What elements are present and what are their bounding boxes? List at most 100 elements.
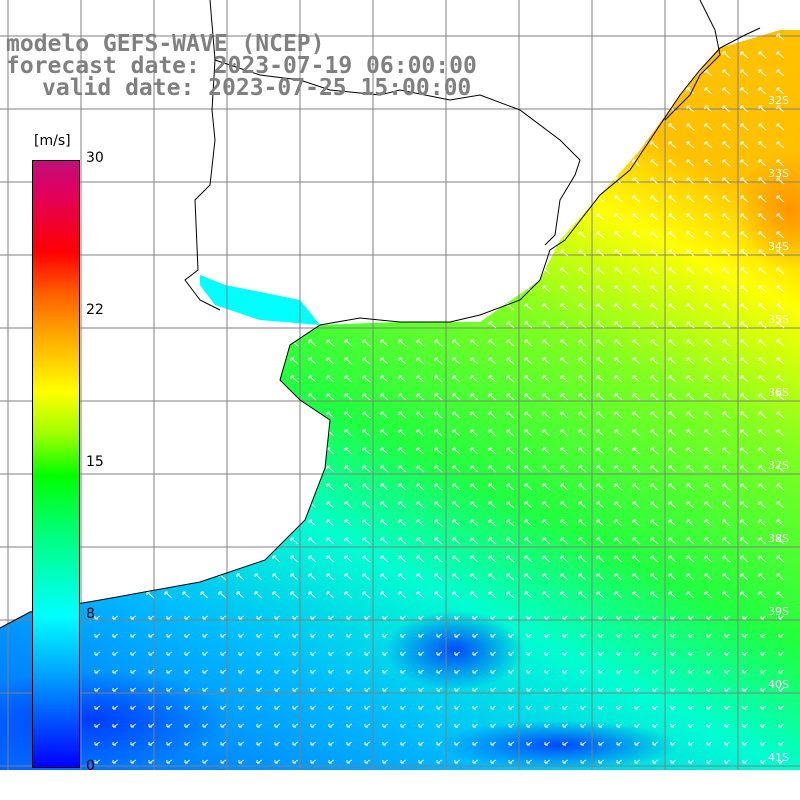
- wind-arrow: [238, 741, 245, 746]
- wind-arrow: [454, 723, 461, 728]
- wind-arrow: [166, 705, 173, 710]
- wind-arrow: [488, 447, 497, 455]
- wind-arrow: [344, 375, 353, 383]
- wind-arrow: [758, 195, 767, 203]
- wind-arrow: [668, 213, 677, 221]
- wind-arrow: [704, 483, 713, 491]
- wind-arrow: [704, 573, 713, 581]
- wind-arrow: [778, 633, 785, 638]
- wind-arrow: [526, 705, 533, 710]
- wind-arrow: [580, 651, 587, 656]
- wind-arrow: [166, 651, 173, 656]
- wind-arrow: [490, 633, 497, 638]
- wind-arrow: [524, 519, 533, 527]
- wind-arrow: [776, 447, 785, 455]
- colorbar-tick: 8: [86, 606, 95, 622]
- wind-arrow: [398, 357, 407, 365]
- wind-arrow: [776, 33, 785, 41]
- wind-arrow: [272, 573, 281, 581]
- wind-arrow: [706, 759, 713, 764]
- wind-arrow: [400, 633, 407, 638]
- wind-arrow: [398, 591, 407, 599]
- wind-arrow: [686, 141, 695, 149]
- wind-arrow: [346, 615, 353, 620]
- wind-arrow: [382, 651, 389, 656]
- wind-arrow: [758, 285, 767, 293]
- wind-arrow: [704, 591, 713, 599]
- wind-arrow: [346, 705, 353, 710]
- wind-arrow: [130, 759, 137, 764]
- wind-arrow: [506, 501, 515, 509]
- wind-arrow: [560, 447, 569, 455]
- wind-arrow: [704, 159, 713, 167]
- wind-arrow: [740, 267, 749, 275]
- wind-arrow: [380, 591, 389, 599]
- wind-arrow: [596, 339, 605, 347]
- wind-arrow: [362, 501, 371, 509]
- wind-arrow: [452, 483, 461, 491]
- wind-arrow: [490, 669, 497, 674]
- wind-arrow: [614, 537, 623, 545]
- wind-arrow: [670, 687, 677, 692]
- wind-arrow: [740, 501, 749, 509]
- wind-arrow: [668, 447, 677, 455]
- wind-arrow: [184, 651, 191, 656]
- wind-arrow: [380, 375, 389, 383]
- wind-arrow: [454, 669, 461, 674]
- wind-arrow: [274, 669, 281, 674]
- wind-arrow: [364, 669, 371, 674]
- wind-arrow: [344, 429, 353, 437]
- wind-arrow: [542, 447, 551, 455]
- wind-arrow: [236, 591, 245, 599]
- wind-arrow: [578, 321, 587, 329]
- wind-arrow: [650, 375, 659, 383]
- wind-arrow: [596, 501, 605, 509]
- wind-arrow: [184, 687, 191, 692]
- wind-arrow: [614, 591, 623, 599]
- wind-arrow: [722, 51, 731, 59]
- wind-arrow: [560, 429, 569, 437]
- wind-arrow: [722, 285, 731, 293]
- wind-arrow: [632, 177, 641, 185]
- wind-arrow: [382, 705, 389, 710]
- wind-arrow: [362, 519, 371, 527]
- wind-arrow: [722, 447, 731, 455]
- wind-arrow: [454, 705, 461, 710]
- wind-arrow: [616, 651, 623, 656]
- wind-arrow: [292, 651, 299, 656]
- wind-arrow: [488, 393, 497, 401]
- wind-arrow: [380, 411, 389, 419]
- wind-arrow: [524, 321, 533, 329]
- wind-arrow: [650, 213, 659, 221]
- wind-arrow: [614, 519, 623, 527]
- wind-speed-field: [0, 30, 800, 770]
- wind-arrow: [578, 555, 587, 563]
- wind-arrow: [776, 195, 785, 203]
- wind-arrow: [434, 483, 443, 491]
- wind-arrow: [560, 375, 569, 383]
- wind-arrow: [272, 501, 281, 509]
- wind-arrow: [740, 411, 749, 419]
- wind-arrow: [506, 411, 515, 419]
- wind-arrow: [382, 615, 389, 620]
- wind-arrow: [562, 705, 569, 710]
- wind-arrow: [416, 555, 425, 563]
- wind-arrow: [308, 483, 317, 491]
- wind-arrow: [722, 195, 731, 203]
- wind-arrow: [668, 105, 677, 113]
- wind-arrow: [526, 615, 533, 620]
- wind-arrow: [508, 669, 515, 674]
- wind-arrow: [398, 375, 407, 383]
- wind-arrow: [310, 633, 317, 638]
- wind-arrow: [740, 105, 749, 113]
- wind-arrow: [364, 615, 371, 620]
- wind-arrow: [704, 465, 713, 473]
- wind-arrow: [400, 741, 407, 746]
- wind-arrow: [686, 123, 695, 131]
- wind-arrow: [544, 687, 551, 692]
- wind-arrow: [760, 633, 767, 638]
- wind-arrow: [650, 501, 659, 509]
- wind-arrow: [778, 705, 785, 710]
- wind-arrow: [308, 339, 317, 347]
- wind-arrow: [526, 741, 533, 746]
